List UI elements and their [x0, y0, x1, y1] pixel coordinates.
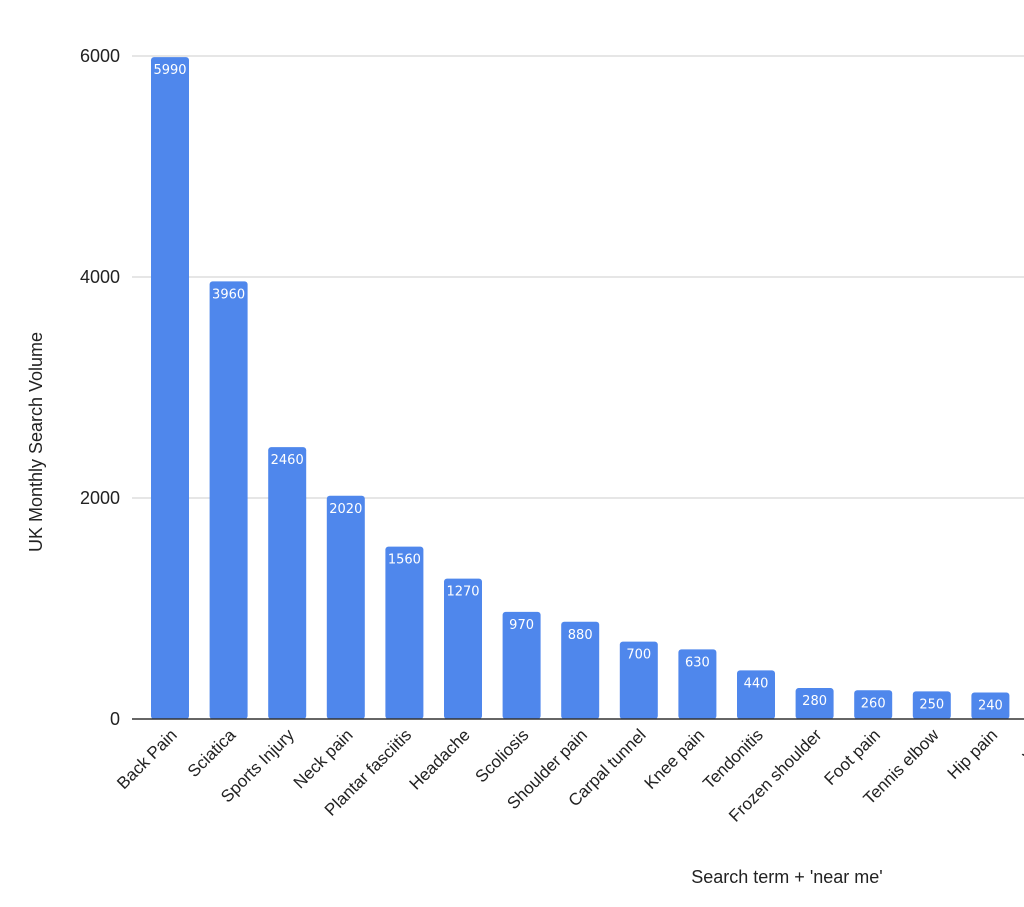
bar-value-label: 630: [685, 655, 710, 670]
bar-value-label: 3960: [212, 287, 245, 302]
bar: [737, 670, 775, 719]
x-category-label: Knee pain: [641, 725, 709, 793]
bar: [385, 546, 424, 719]
bar-value-label: 240: [978, 698, 1003, 713]
x-category-label: Sciatica: [184, 725, 240, 781]
x-category-label: Hip pain: [944, 725, 1002, 783]
bars: [151, 57, 1010, 720]
bar: [912, 691, 951, 719]
bar: [444, 578, 482, 719]
bar-value-label: 970: [509, 618, 534, 633]
bar: [151, 57, 189, 720]
bar: [678, 649, 717, 719]
gridlines: [132, 55, 1024, 499]
bar-value-label: 2460: [271, 453, 304, 468]
bar-value-label: 880: [568, 628, 593, 643]
bar: [854, 690, 893, 719]
y-axis-ticks: 0 2000 4000 6000: [80, 46, 120, 729]
y-tick-label: 0: [110, 709, 120, 729]
bar-value-label: 1270: [446, 585, 479, 600]
bar-value-label: 440: [744, 676, 769, 691]
y-axis-title: UK Monthly Search Volume: [26, 332, 46, 552]
x-category-label: Back Pain: [113, 725, 181, 793]
bar: [619, 641, 658, 719]
bar-value-label: 2020: [329, 502, 362, 517]
bar-value-label: 280: [802, 694, 827, 709]
bar: [502, 611, 541, 719]
bar-value-label: 260: [861, 696, 886, 711]
bar-value-label: 250: [919, 697, 944, 712]
data-labels: 5990 3960 2460 2020 1560 1270 970 880 700 630 440 2…: [153, 63, 1002, 713]
bar: [795, 688, 834, 719]
bar: [561, 621, 600, 719]
bar: [326, 495, 365, 719]
bar-value-label: 5990: [153, 63, 186, 78]
bar: [971, 692, 1010, 719]
x-category-label: Headache: [406, 725, 474, 793]
bar-value-label: 700: [626, 648, 651, 663]
bar: [209, 281, 248, 719]
y-tick-label: 6000: [80, 46, 120, 66]
bar-value-label: 1560: [388, 553, 421, 568]
y-tick-label: 2000: [80, 488, 120, 508]
bar: [268, 447, 307, 719]
x-axis-title: Search term + 'near me': [691, 867, 882, 887]
y-tick-label: 4000: [80, 267, 120, 287]
x-category-label: Scoliosis: [472, 725, 533, 786]
x-category-label: Wrist: [1019, 725, 1024, 766]
